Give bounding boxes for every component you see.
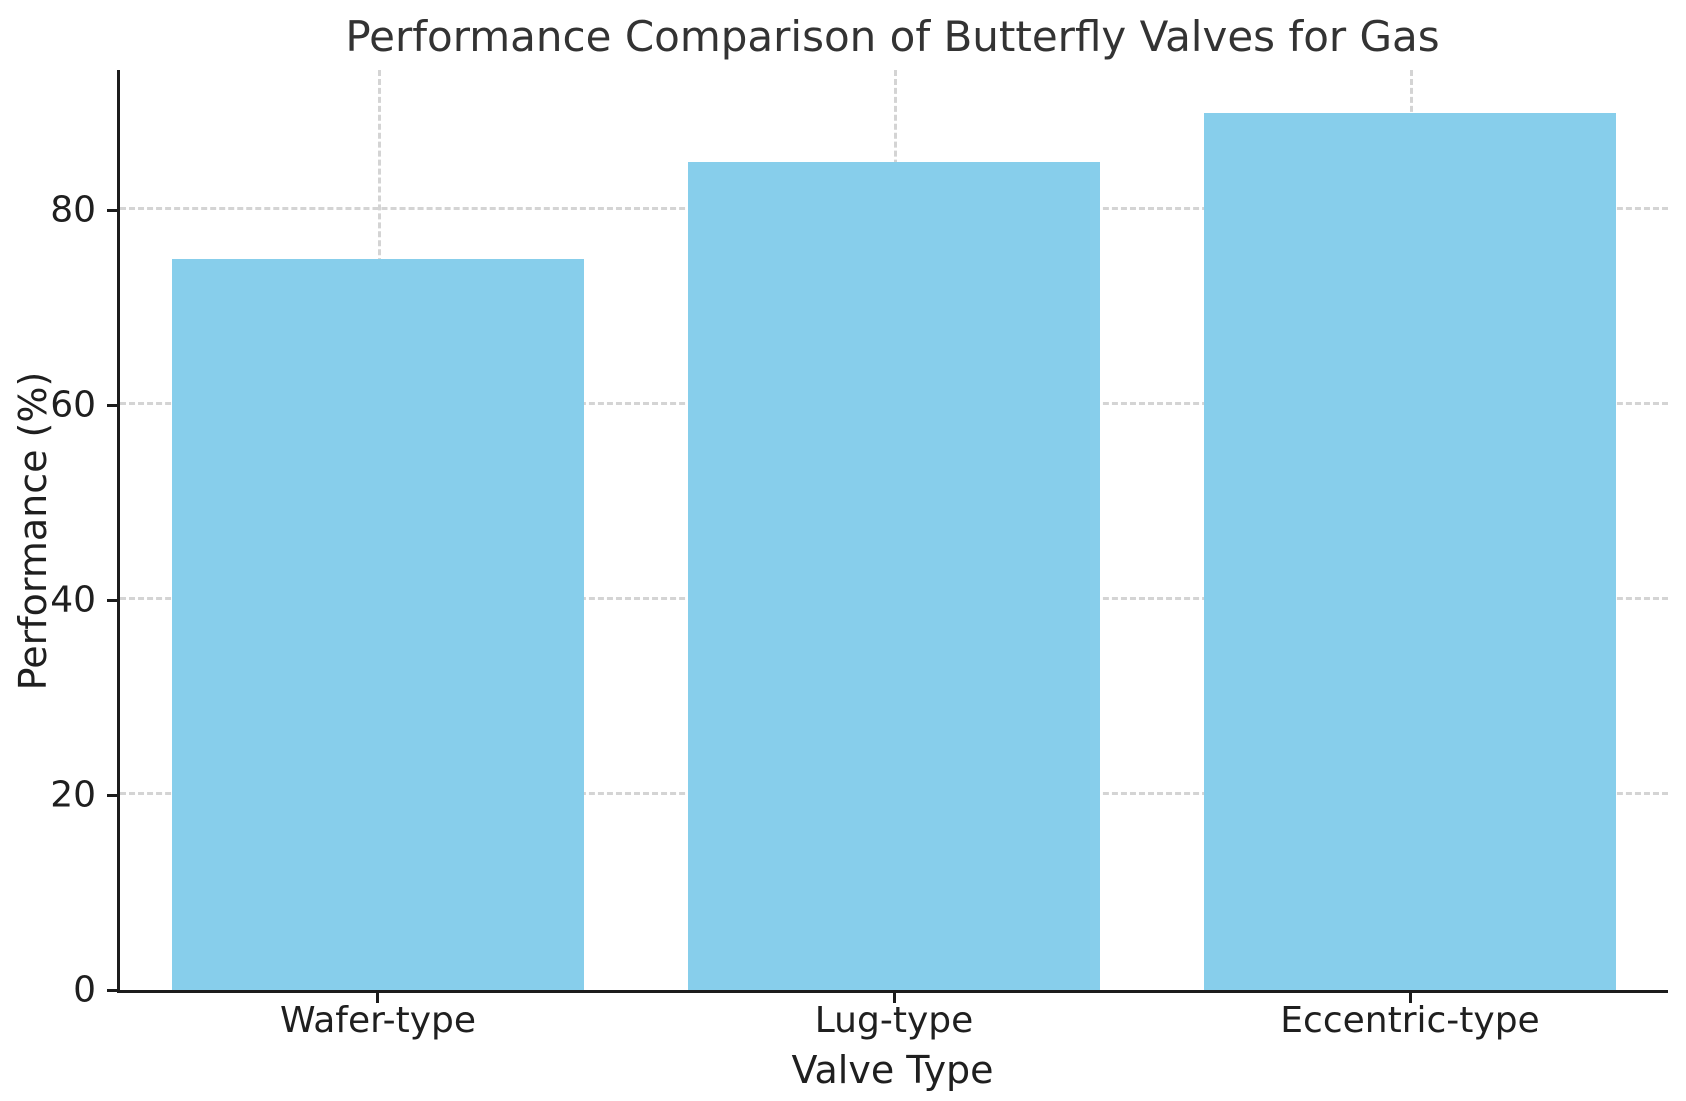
y-tick-label: 20	[50, 774, 96, 816]
y-axis-label: Performance (%)	[11, 371, 55, 691]
x-tick-label: Lug-type	[814, 1000, 974, 1041]
x-tick-mark	[892, 993, 896, 1003]
x-axis-label: Valve Type	[791, 1048, 994, 1092]
bar-wafer-type	[171, 259, 585, 990]
x-tick-label: Eccentric-type	[1280, 1000, 1540, 1041]
chart-title: Performance Comparison of Butterfly Valv…	[345, 12, 1440, 61]
y-tick-mark	[107, 793, 117, 797]
y-tick-label: 80	[50, 189, 96, 231]
plot-area: 0 20 40 60 80 Wafer-type Lug-type Eccentric-typ…	[50, 70, 1668, 1041]
y-tick-mark	[107, 208, 117, 212]
y-tick-mark	[107, 403, 117, 407]
x-tick-label: Wafer-type	[279, 1000, 477, 1041]
x-tick-mark	[1408, 993, 1412, 1003]
x-tick-mark	[376, 993, 380, 1003]
bar-layer	[120, 70, 1668, 990]
y-tick-label: 0	[73, 969, 96, 1011]
y-tick-label: 40	[50, 579, 96, 621]
axis-tick-layer: 0 20 40 60 80 Wafer-type Lug-type Eccentric-typ…	[50, 70, 1668, 1041]
y-tick-mark	[107, 988, 117, 992]
y-tick-mark	[107, 598, 117, 602]
bar-eccentric-type	[1203, 112, 1617, 990]
y-tick-label: 60	[50, 384, 96, 426]
bar-lug-type	[687, 161, 1101, 990]
